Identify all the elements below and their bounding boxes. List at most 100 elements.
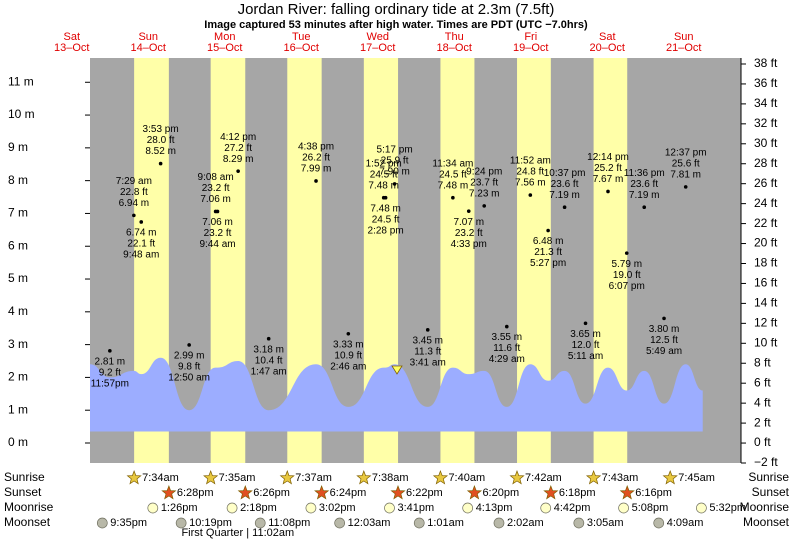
tide-label: 6.94 m — [119, 198, 150, 209]
tide-label: 8.29 m — [223, 154, 254, 165]
y-tick-label: 10 m — [8, 107, 35, 121]
tide-label: 23.2 ft — [455, 228, 483, 239]
tide-label: 24.5 ft — [439, 169, 467, 180]
tide-label: 22.8 ft — [120, 187, 148, 198]
tide-point — [546, 228, 550, 233]
tide-label: 10.9 ft — [334, 350, 362, 361]
sunrise-time: 7:42am — [525, 472, 562, 484]
moonset-icon — [96, 517, 108, 529]
y-tick-label: 5 m — [8, 271, 28, 285]
tide-label: 3.55 m — [492, 332, 523, 343]
sunrise-time: 7:40am — [448, 472, 485, 484]
sunset-time: 6:26pm — [253, 487, 290, 499]
tide-point — [132, 213, 136, 218]
moonset-icon — [413, 517, 425, 529]
tide-point — [451, 195, 455, 200]
y-tick-label: 9 m — [8, 140, 28, 154]
tide-point — [383, 195, 388, 200]
tide-label: 3.18 m — [253, 344, 284, 355]
sun-icon — [509, 470, 525, 485]
tide-point — [606, 189, 610, 194]
date-label: 16–Oct — [284, 42, 319, 54]
y-tick-label: 1 m — [8, 402, 28, 416]
tide-label: 3.45 m — [412, 335, 443, 346]
tide-label: 7.07 m — [453, 217, 484, 228]
date-label: 19–Oct — [513, 42, 548, 54]
tide-label: 6.48 m — [533, 236, 564, 247]
moonrise-time: 2:18pm — [240, 502, 277, 514]
y-tick-label: 0 m — [8, 435, 28, 449]
date-label: 15–Oct — [207, 42, 242, 54]
sunset-time: 6:18pm — [559, 487, 596, 499]
y2-tick-label: 4 ft — [754, 395, 771, 409]
y-tick-label: 8 m — [8, 173, 28, 187]
moonrise-time: 4:42pm — [554, 502, 591, 514]
moonrise-time: 5:08pm — [632, 502, 669, 514]
sun-icon — [126, 470, 142, 485]
y-tick-label: 7 m — [8, 206, 28, 220]
tide-label: 4:38 pm — [298, 142, 334, 153]
tide-label: 11:34 am — [432, 158, 473, 169]
tide-point — [266, 336, 271, 341]
moonset-icon — [493, 517, 505, 529]
tide-label: 11:36 pm — [624, 168, 665, 179]
sun-icon — [466, 485, 483, 500]
y2-tick-label: 26 ft — [754, 176, 778, 190]
sunset-time: 6:24pm — [330, 487, 367, 499]
moonset-time: 4:09am — [667, 517, 704, 529]
tide-point — [562, 205, 567, 210]
row-label-right: Sunrise — [748, 470, 789, 484]
moonset-time: 1:01am — [427, 517, 464, 529]
tide-point — [158, 161, 163, 166]
tide-label: 9:44 am — [199, 239, 235, 250]
y2-tick-label: 34 ft — [754, 96, 778, 110]
tide-label: 28.0 ft — [147, 135, 175, 146]
tide-area — [90, 357, 703, 432]
sun-icon — [356, 470, 372, 485]
moonrise-time: 3:02pm — [319, 502, 356, 514]
tide-label: 7.81 m — [670, 170, 701, 181]
sunrise-time: 7:37am — [295, 472, 332, 484]
tide-label: 9.2 ft — [99, 367, 121, 378]
sun-icon — [432, 470, 449, 485]
tide-point — [624, 251, 629, 255]
tide-point — [139, 220, 144, 224]
y2-tick-label: 16 ft — [754, 276, 778, 290]
tide-label: 27.2 ft — [224, 143, 252, 154]
tide-label: 7:29 am — [116, 176, 152, 187]
tide-label: 1:47 am — [251, 366, 287, 377]
sunrise-time: 7:35am — [219, 472, 256, 484]
tide-label: 3.33 m — [333, 339, 364, 350]
y2-tick-label: 28 ft — [754, 156, 778, 170]
tide-label: 3.80 m — [649, 324, 680, 335]
tide-point — [392, 182, 397, 186]
tide-label: 10.4 ft — [255, 355, 283, 366]
tide-point — [425, 328, 430, 332]
sun-icon — [662, 470, 678, 485]
plot-layer — [90, 58, 741, 463]
tide-point — [504, 324, 509, 329]
date-label: 18–Oct — [437, 42, 472, 54]
sunrise-time: 7:43am — [602, 472, 639, 484]
y-tick-label: 2 m — [8, 370, 28, 384]
row-label: Sunrise — [4, 470, 45, 484]
tide-label: 7.48 m — [438, 180, 469, 191]
moonset-icon — [573, 517, 585, 529]
tide-point — [108, 349, 112, 353]
tide-label: 8.52 m — [145, 146, 176, 157]
tide-point — [346, 331, 351, 336]
weekday-label: Sun — [138, 31, 158, 43]
y-tick-label: 4 m — [8, 304, 28, 318]
tide-label: 11:52 am — [510, 156, 551, 167]
tide-label: 7.06 m — [202, 217, 233, 228]
sunrise-time: 7:45am — [678, 472, 715, 484]
weekday-label: Wed — [367, 31, 389, 43]
weekday-label: Sat — [63, 31, 80, 43]
sun-icon — [279, 470, 295, 485]
y2-tick-label: 36 ft — [754, 76, 778, 90]
moonrise-time: 3:41pm — [397, 502, 434, 514]
tide-label: 2:46 am — [330, 361, 366, 372]
y2-tick-label: 14 ft — [754, 296, 778, 310]
tide-label: 3:53 pm — [143, 124, 179, 135]
